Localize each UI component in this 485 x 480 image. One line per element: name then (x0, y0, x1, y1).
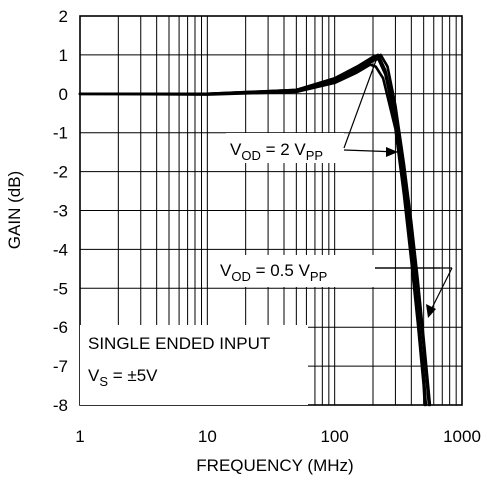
y-tick-label: 0 (59, 85, 68, 104)
annotation-input-type: SINGLE ENDED INPUT (88, 334, 270, 353)
plot-curves (78, 53, 432, 407)
x-tick-label: 1000 (443, 427, 481, 446)
y-axis-title: GAIN (dB) (5, 171, 24, 249)
y-tick-label: 2 (59, 7, 68, 26)
series-line-2 (78, 53, 432, 407)
y-tick-label: -2 (53, 163, 68, 182)
y-tick-label: 1 (59, 46, 68, 65)
arrowhead-vod05 (426, 304, 436, 318)
annotation-vod05: VOD = 0.5 VPP (220, 261, 327, 284)
y-tick-label: -4 (53, 240, 68, 259)
x-axis-title: FREQUENCY (MHz) (196, 456, 353, 475)
leader-vod2-a (343, 54, 379, 149)
y-tick-label: -3 (53, 202, 68, 221)
series-line-4 (78, 63, 427, 407)
y-tick-label: -8 (53, 396, 68, 415)
y-tick-label: -7 (53, 357, 68, 376)
annotation-vod05-bg (217, 255, 375, 287)
y-tick-label: -1 (53, 124, 68, 143)
x-tick-label: 100 (320, 427, 348, 446)
leader-vod05-b (429, 267, 453, 313)
arrowhead-vod2 (386, 147, 398, 157)
y-tick-label: -6 (53, 318, 68, 337)
annotation-vod2-bg (226, 133, 344, 163)
x-tick-label: 10 (198, 427, 217, 446)
annotation-supply: VS = ±5V (88, 366, 158, 389)
annotation-conditions-bg (80, 325, 308, 405)
y-tick-label: -5 (53, 279, 68, 298)
annotation-leaders (343, 54, 453, 313)
annotation-vod2: VOD = 2 VPP (230, 140, 323, 163)
x-tick-label: 1 (75, 427, 84, 446)
annotation-arrowheads (386, 147, 436, 318)
